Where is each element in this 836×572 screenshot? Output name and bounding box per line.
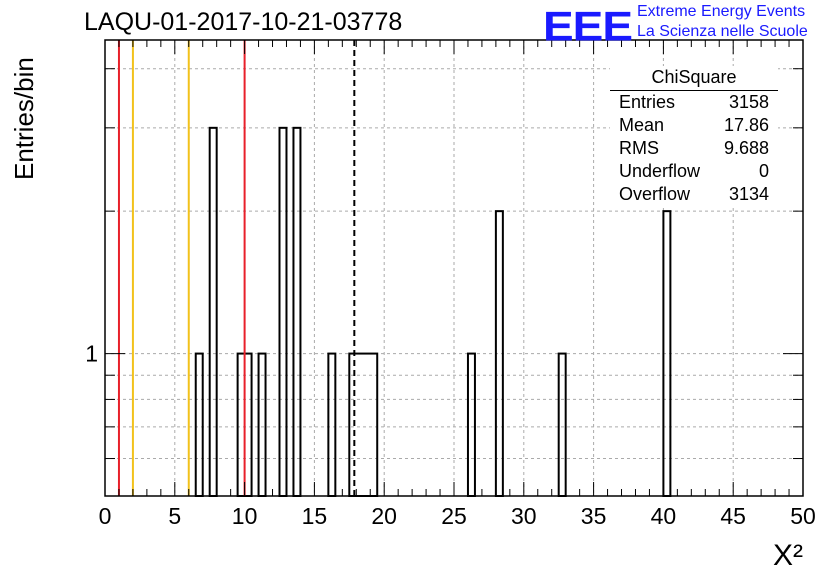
stats-value: 17.86 (723, 115, 769, 135)
histogram-bar (208, 126, 218, 498)
y-tick-labels: 1 (85, 341, 98, 367)
axis-ticks (104, 40, 804, 496)
x-tick-label: 30 (511, 503, 537, 529)
y-tick-label: 1 (85, 341, 98, 367)
histogram-bar (292, 126, 302, 498)
x-tick-labels: 0 5 10 15 20 25 30 35 40 45 50 (99, 503, 816, 529)
stats-title: ChiSquare (610, 66, 778, 91)
stats-value: 3158 (728, 92, 769, 112)
stats-label: Mean (619, 115, 665, 135)
x-tick-label: 45 (720, 503, 746, 529)
stats-value: 0 (758, 161, 769, 181)
stats-label: Entries (619, 92, 676, 112)
logo-line-1: Extreme Energy Events (637, 3, 806, 20)
stats-label: RMS (619, 138, 659, 158)
stats-box: ChiSquare Entries 3158 Mean 17.86 RMS 9.… (610, 66, 778, 206)
stats-value: 9.688 (723, 138, 769, 158)
stats-row: Underflow 0 (610, 160, 778, 183)
x-tick-label: 20 (371, 503, 397, 529)
stats-row: Mean 17.86 (610, 114, 778, 137)
y-axis-label: Entries/bin (9, 57, 39, 180)
stats-value: 3134 (728, 184, 769, 204)
x-tick-label: 40 (651, 503, 677, 529)
stats-label: Underflow (619, 161, 701, 181)
histogram-bars (194, 126, 672, 498)
x-tick-label: 5 (168, 503, 181, 529)
x-tick-label: 50 (790, 503, 816, 529)
eee-logo-text: Extreme Energy Events La Scienza nelle S… (637, 2, 808, 42)
eee-logo-mark: EEE (543, 2, 633, 50)
stats-row: Entries 3158 (610, 91, 778, 114)
logo-line-2: La Scienza nelle Scuole (637, 23, 808, 40)
x-tick-label: 25 (441, 503, 467, 529)
stats-row: RMS 9.688 (610, 137, 778, 160)
x-axis-label: X² (773, 539, 803, 572)
reference-lines (117, 40, 356, 496)
chart-title: LAQU-01-2017-10-21-03778 (84, 8, 403, 36)
x-tick-label: 15 (302, 503, 328, 529)
stats-row: Overflow 3134 (610, 183, 778, 206)
x-tick-label: 10 (232, 503, 258, 529)
stats-label: Overflow (619, 184, 691, 204)
histogram-bar (278, 126, 288, 498)
x-tick-label: 35 (581, 503, 607, 529)
x-tick-label: 0 (99, 503, 112, 529)
